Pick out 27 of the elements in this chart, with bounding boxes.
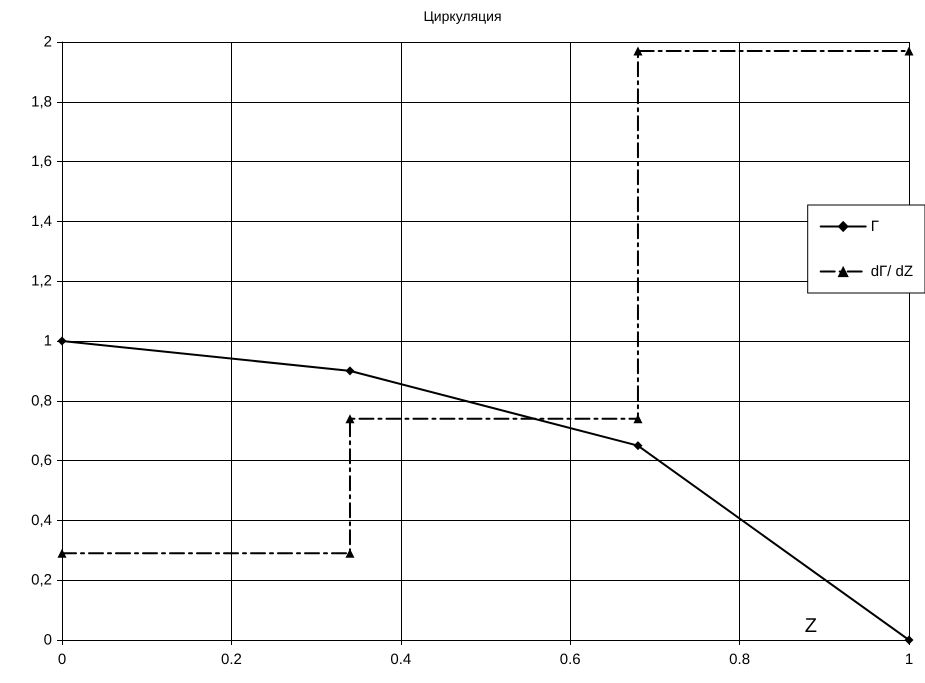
point — [633, 46, 642, 56]
y-tick-label: 1 — [44, 332, 52, 350]
x-tick-label: 0.8 — [729, 651, 750, 668]
y-tick-label: 0 — [44, 632, 52, 648]
point — [345, 366, 354, 376]
point — [633, 441, 642, 450]
y-tick-label: 0,6 — [31, 452, 52, 470]
x-axis-title: Z — [804, 615, 817, 637]
x-tick-label: 0.2 — [220, 651, 242, 668]
point — [58, 548, 66, 558]
y-tick-label: 0,8 — [31, 392, 52, 410]
y-tick-label: 1,2 — [31, 272, 52, 290]
y-tick-label: 2 — [44, 34, 52, 50]
point — [904, 46, 914, 56]
legend-label: Г — [870, 218, 879, 235]
point — [345, 414, 354, 424]
chart-title: Циркуляция — [423, 8, 502, 24]
x-tick-label: 0 — [58, 651, 66, 668]
x-tick-label: 0.6 — [560, 651, 581, 668]
y-tick-label: 0,4 — [31, 512, 52, 529]
x-tick-label: 0.4 — [390, 651, 412, 668]
y-tick-label: 1,4 — [31, 212, 52, 230]
legend-label: dГ/ dZ — [870, 263, 914, 280]
x-tick-label: 1 — [904, 651, 914, 668]
y-tick-label: 1,8 — [31, 93, 52, 110]
y-tick-label: 1,6 — [31, 153, 52, 170]
y-tick-label: 0,2 — [31, 572, 52, 589]
